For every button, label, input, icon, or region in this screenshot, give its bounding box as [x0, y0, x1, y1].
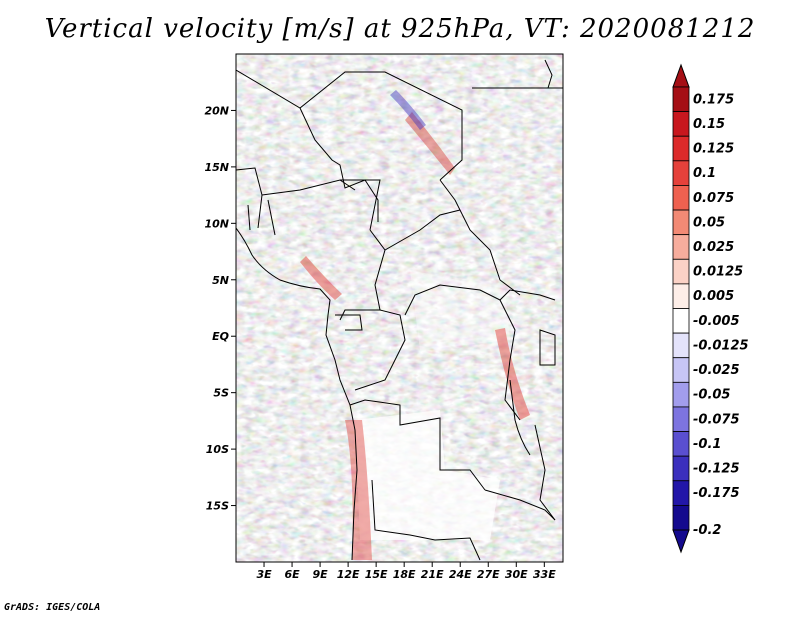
colorbar-label: -0.075	[693, 412, 740, 427]
colorbar-segment	[672, 209, 690, 236]
colorbar-segment	[672, 234, 690, 260]
colorbar-segment	[672, 332, 690, 359]
lat-tick-label: 10S	[206, 443, 229, 456]
colorbar-segment	[672, 185, 690, 211]
colorbar-label: -0.0125	[693, 338, 749, 353]
lon-tick-label: 18E	[393, 568, 416, 581]
colorbar-label: 0.075	[693, 191, 734, 206]
lat-tick-label: 10N	[204, 217, 229, 230]
colorbar-label: 0.005	[693, 289, 734, 304]
colorbar-segment	[672, 455, 690, 482]
colorbar-segment	[672, 258, 690, 285]
lon-tick-label: 30E	[505, 568, 528, 581]
lon-tick-label: 3E	[256, 568, 272, 581]
lon-tick-label: 6E	[284, 568, 300, 581]
chart-title: Vertical velocity [m/s] at 925hPa, VT: 2…	[44, 14, 756, 44]
lat-tick-label: 5S	[213, 387, 229, 400]
colorbar-label: -0.2	[693, 523, 721, 538]
longitude-axis: 3E 6E 9E 12E 15E 18E 21E 24E 27E 30E 33E	[256, 562, 556, 581]
lat-tick-label: 20N	[204, 104, 229, 117]
lon-tick-label: 15E	[365, 568, 388, 581]
colorbar-label: 0.0125	[693, 265, 743, 280]
map-frame	[235, 53, 564, 563]
country-borders	[236, 59, 563, 561]
colorbar-segment	[672, 308, 690, 334]
colorbar-label: -0.125	[693, 461, 740, 476]
lon-tick-label: 24E	[449, 568, 472, 581]
lon-tick-label: 21E	[421, 568, 444, 581]
colorbar: 0.175 0.15 0.125 0.1 0.075 0.05 0.025 0.0125 0.0…	[672, 63, 749, 554]
colorbar-segment	[672, 406, 690, 432]
lat-tick-label: 15S	[206, 500, 229, 513]
colorbar-segment	[672, 357, 690, 383]
colorbar-segment	[672, 283, 690, 309]
colorbar-label: -0.175	[693, 486, 740, 501]
colorbar-label: 0.125	[693, 142, 734, 157]
vertical-velocity-field	[236, 54, 563, 562]
colorbar-segment	[672, 160, 690, 186]
lon-tick-label: 33E	[533, 568, 556, 581]
colorbar-segment	[672, 480, 690, 506]
colorbar-label: 0.025	[693, 240, 734, 255]
colorbar-label: -0.025	[693, 363, 740, 378]
lon-tick-label: 9E	[312, 568, 328, 581]
colorbar-segment	[672, 111, 690, 137]
colorbar-segment	[672, 504, 690, 531]
colorbar-label: -0.005	[693, 314, 740, 329]
colorbar-label: 0.05	[693, 215, 725, 230]
lat-tick-label: 15N	[204, 161, 229, 174]
colorbar-segment	[672, 86, 690, 113]
colorbar-bottom-arrow	[672, 529, 690, 554]
colorbar-segment	[672, 135, 690, 162]
grads-credit: GrADS: IGES/COLA	[4, 602, 101, 613]
lon-tick-label: 27E	[477, 568, 500, 581]
lat-tick-label: EQ	[212, 330, 229, 343]
colorbar-label: 0.175	[693, 92, 734, 107]
colorbar-segment	[672, 381, 690, 408]
latitude-axis: 20N 15N 10N 5N EQ 5S 10S 15S	[204, 104, 236, 513]
colorbar-label: 0.15	[693, 117, 725, 132]
lat-tick-label: 5N	[212, 274, 229, 287]
colorbar-label: -0.1	[693, 437, 721, 452]
lon-tick-label: 12E	[337, 568, 360, 581]
colorbar-top-arrow	[672, 63, 690, 88]
colorbar-segment	[672, 431, 690, 457]
colorbar-label: 0.1	[693, 166, 716, 181]
colorbar-label: -0.05	[693, 388, 730, 403]
